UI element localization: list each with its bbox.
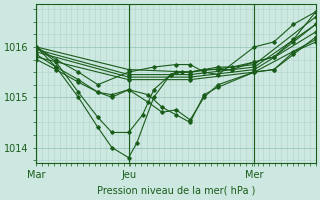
X-axis label: Pression niveau de la mer( hPa ): Pression niveau de la mer( hPa ) [97,186,255,196]
